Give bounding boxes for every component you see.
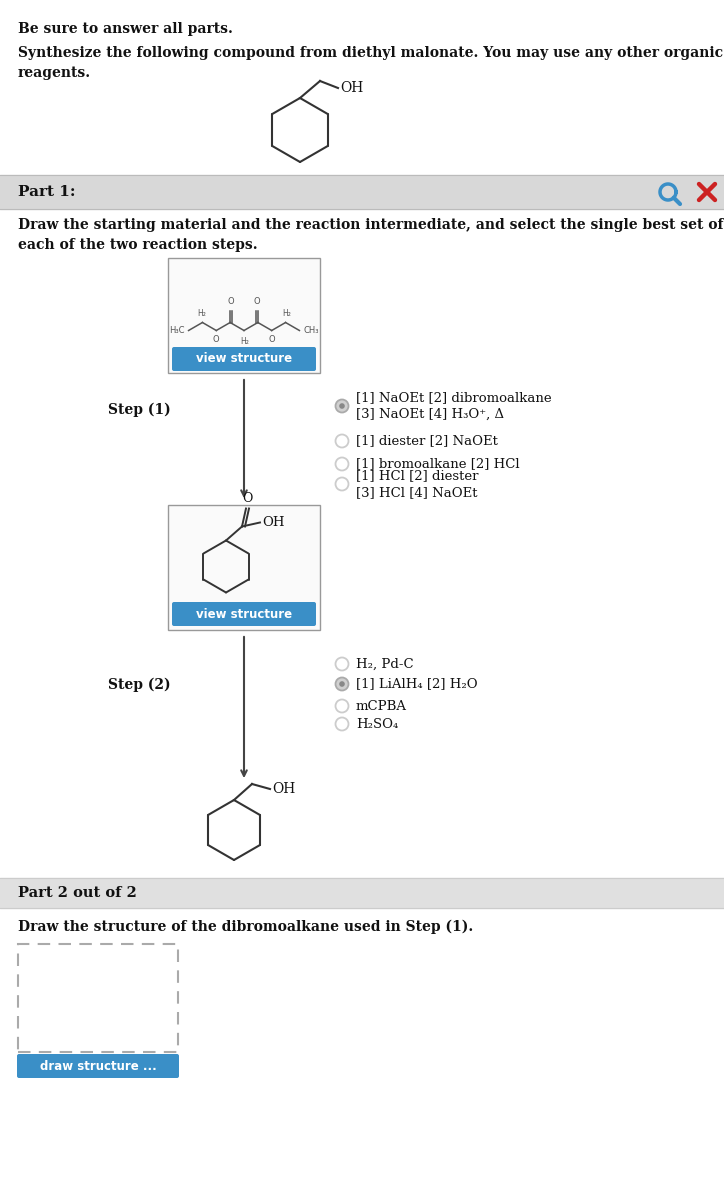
- Text: O: O: [213, 335, 219, 345]
- FancyBboxPatch shape: [18, 944, 178, 1052]
- Text: OH: OH: [272, 782, 295, 795]
- Circle shape: [340, 404, 345, 409]
- Text: [1] HCl [2] diester
[3] HCl [4] NaOEt: [1] HCl [2] diester [3] HCl [4] NaOEt: [356, 468, 479, 500]
- Text: Part 1:: Part 1:: [18, 184, 75, 199]
- Text: Step (2): Step (2): [108, 678, 171, 692]
- FancyBboxPatch shape: [168, 258, 320, 373]
- Text: H₂: H₂: [197, 309, 206, 317]
- Text: H₂SO₄: H₂SO₄: [356, 718, 398, 731]
- FancyBboxPatch shape: [172, 603, 316, 627]
- FancyBboxPatch shape: [17, 1054, 179, 1078]
- Text: H₂: H₂: [240, 338, 250, 346]
- Text: [1] diester [2] NaOEt: [1] diester [2] NaOEt: [356, 435, 498, 448]
- Text: mCPBA: mCPBA: [356, 700, 407, 713]
- Text: Draw the starting material and the reaction intermediate, and select the single : Draw the starting material and the react…: [18, 218, 724, 252]
- FancyBboxPatch shape: [168, 506, 320, 630]
- Text: [1] LiAlH₄ [2] H₂O: [1] LiAlH₄ [2] H₂O: [356, 678, 478, 690]
- Text: O: O: [269, 335, 275, 345]
- Text: O: O: [253, 297, 260, 307]
- FancyBboxPatch shape: [172, 347, 316, 371]
- Circle shape: [335, 678, 348, 690]
- Circle shape: [340, 682, 345, 686]
- Text: [1] NaOEt [2] dibromoalkane
[3] NaOEt [4] H₃O⁺, Δ: [1] NaOEt [2] dibromoalkane [3] NaOEt [4…: [356, 391, 552, 422]
- Text: Draw the structure of the dibromoalkane used in Step (1).: Draw the structure of the dibromoalkane …: [18, 920, 473, 934]
- Text: Synthesize the following compound from diethyl malonate. You may use any other o: Synthesize the following compound from d…: [18, 46, 724, 79]
- Text: view structure: view structure: [196, 352, 292, 365]
- Text: H₂: H₂: [282, 309, 291, 317]
- Text: H₃C: H₃C: [169, 326, 185, 335]
- Text: OH: OH: [340, 81, 363, 95]
- Text: H₂, Pd-C: H₂, Pd-C: [356, 658, 413, 671]
- Text: draw structure ...: draw structure ...: [40, 1059, 156, 1072]
- Text: CH₃: CH₃: [303, 326, 319, 335]
- Text: Part 2 out of 2: Part 2 out of 2: [18, 887, 137, 900]
- Circle shape: [335, 399, 348, 412]
- Text: Step (1): Step (1): [108, 403, 171, 417]
- Text: O: O: [228, 297, 235, 307]
- Text: view structure: view structure: [196, 607, 292, 621]
- Text: Be sure to answer all parts.: Be sure to answer all parts.: [18, 22, 233, 36]
- Text: O: O: [242, 491, 252, 504]
- Text: OH: OH: [262, 516, 285, 530]
- Text: [1] bromoalkane [2] HCl: [1] bromoalkane [2] HCl: [356, 458, 520, 471]
